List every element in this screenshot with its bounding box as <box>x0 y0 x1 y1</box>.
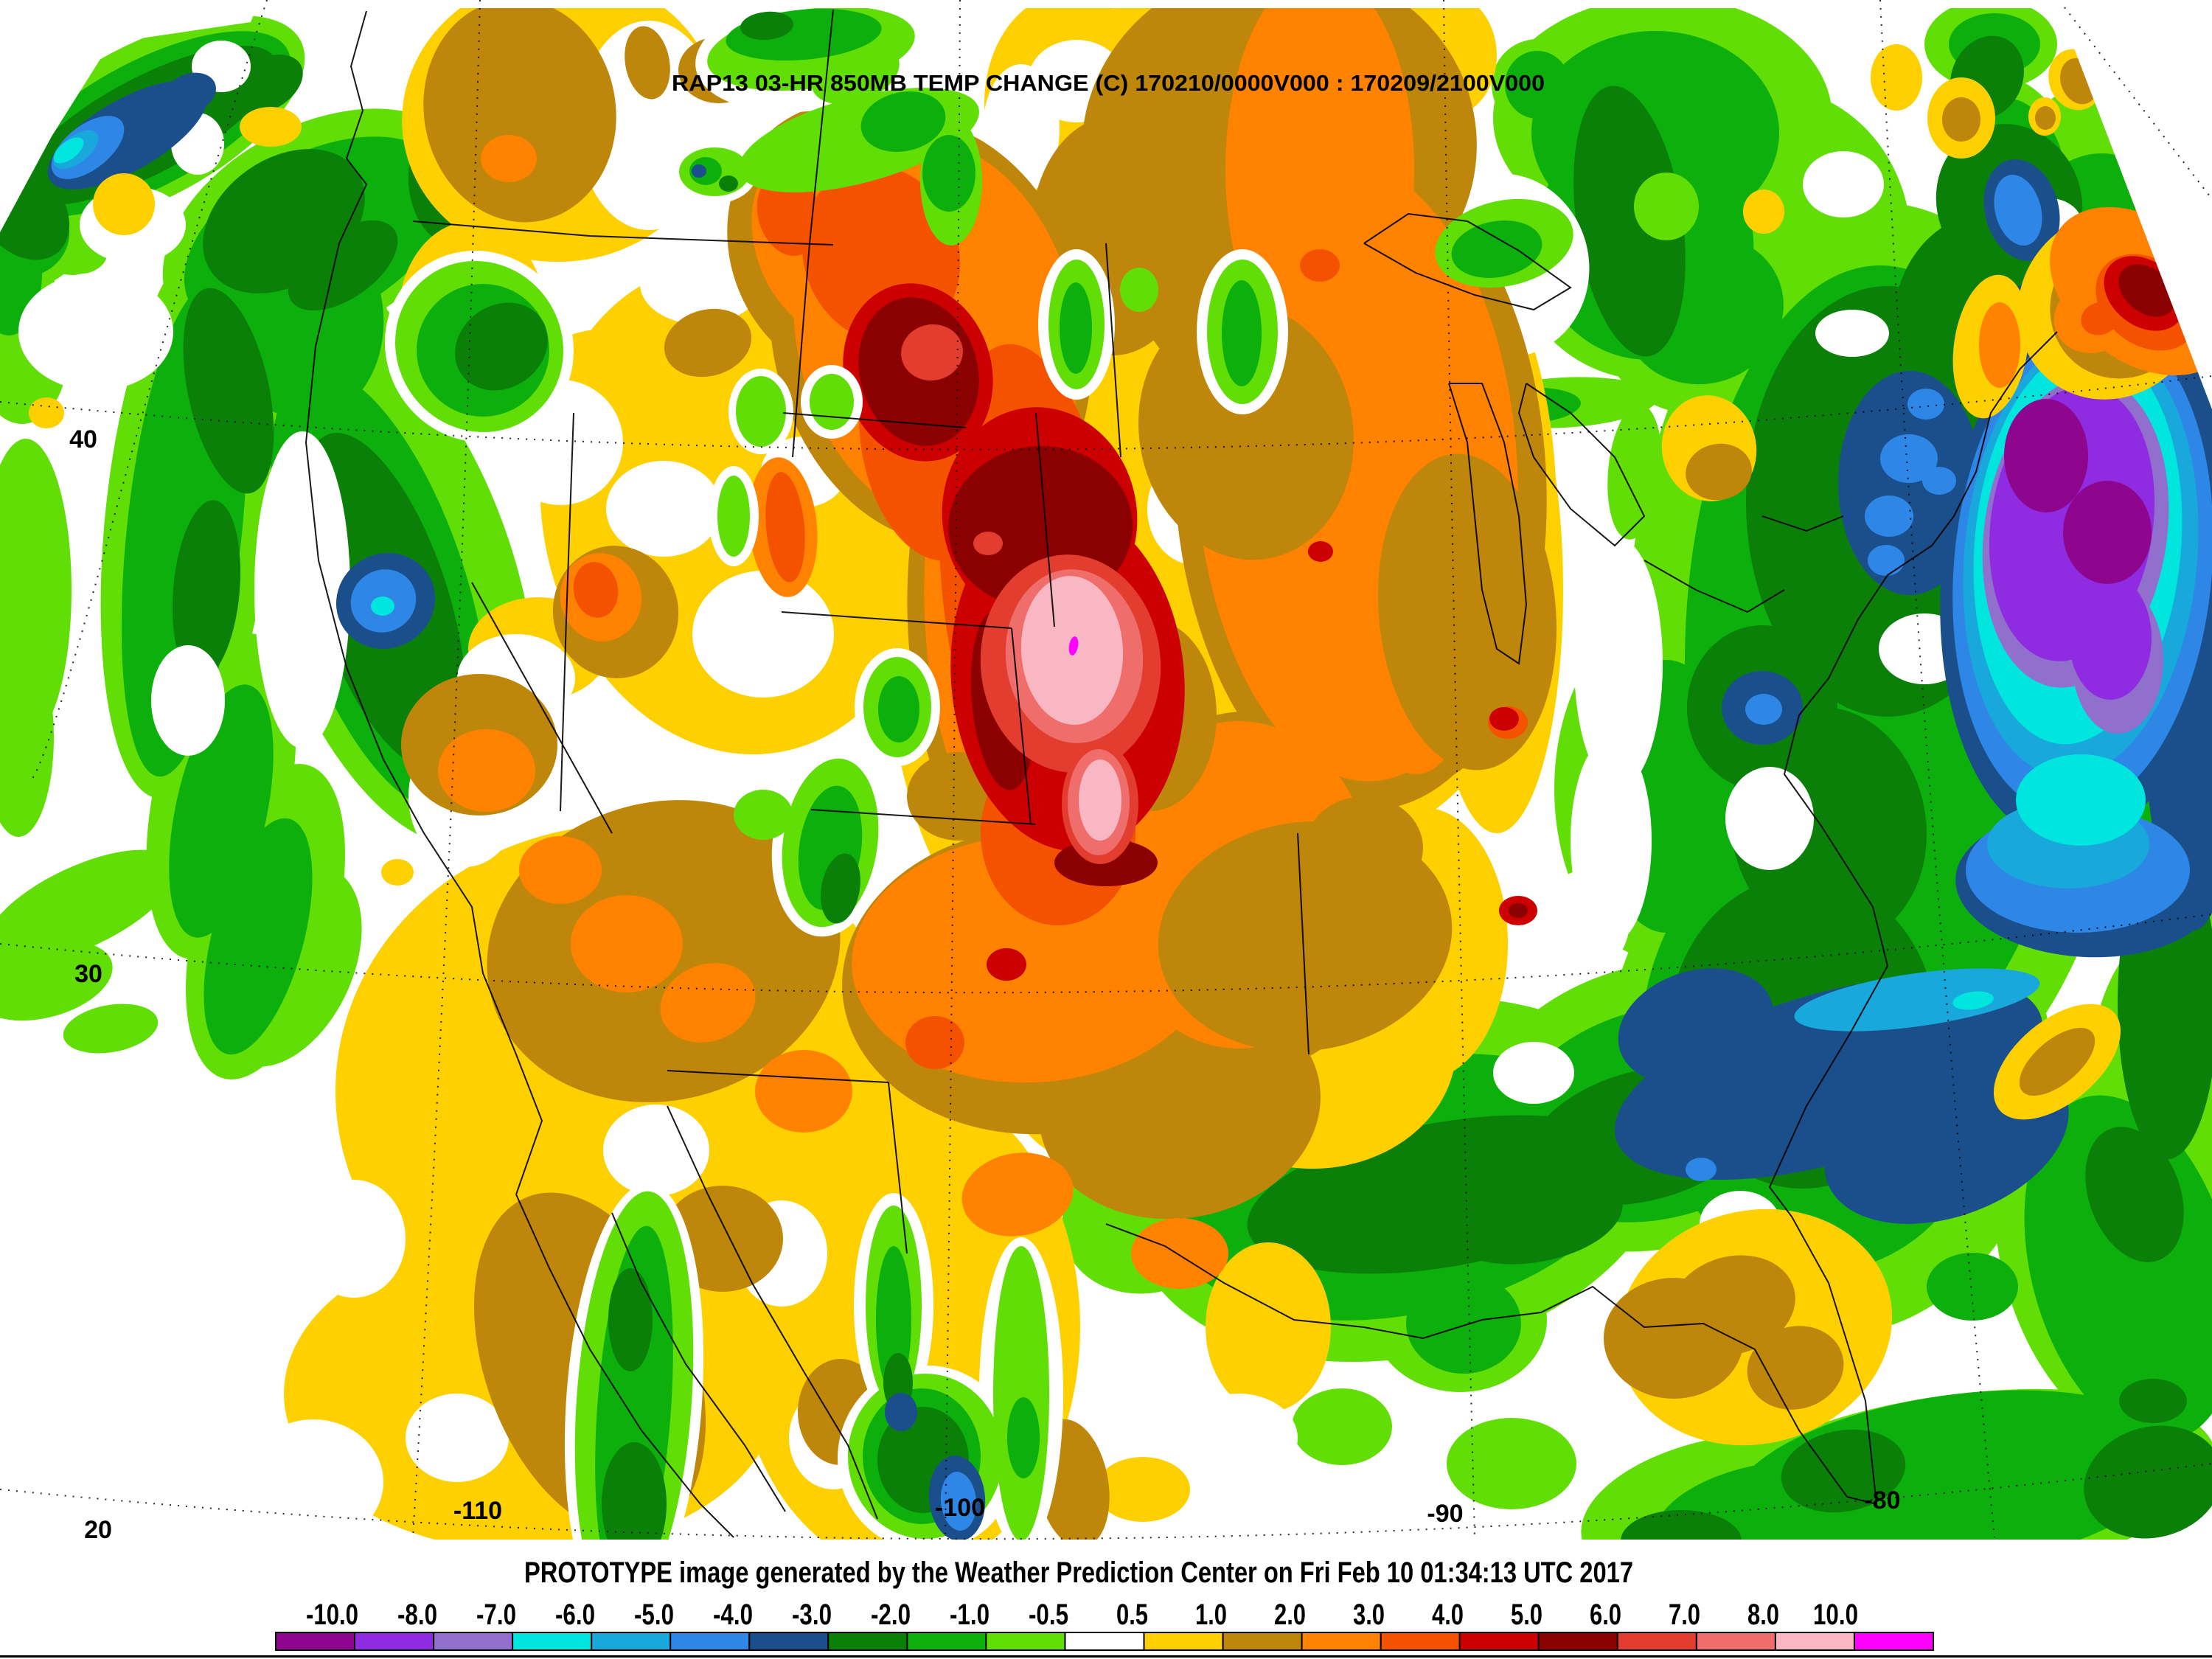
svg-text:-7.0: -7.0 <box>476 1599 516 1631</box>
svg-text:-90: -90 <box>1427 1500 1463 1528</box>
svg-text:RAP13 03-HR 850MB TEMP CHANGE: RAP13 03-HR 850MB TEMP CHANGE (C) 170210… <box>672 70 1545 96</box>
svg-text:20: 20 <box>84 1516 112 1544</box>
svg-text:-3.0: -3.0 <box>792 1599 832 1631</box>
svg-text:-110: -110 <box>453 1497 502 1525</box>
svg-text:7.0: 7.0 <box>1669 1599 1700 1631</box>
svg-text:4.0: 4.0 <box>1432 1599 1464 1631</box>
svg-text:-100: -100 <box>935 1494 985 1522</box>
svg-text:1.0: 1.0 <box>1195 1599 1227 1631</box>
svg-text:-4.0: -4.0 <box>713 1599 753 1631</box>
svg-text:2.0: 2.0 <box>1274 1599 1306 1631</box>
svg-text:-6.0: -6.0 <box>555 1599 595 1631</box>
svg-text:-10.0: -10.0 <box>306 1599 358 1631</box>
svg-text:30: 30 <box>74 960 102 988</box>
svg-text:-1.0: -1.0 <box>950 1599 990 1631</box>
svg-text:-0.5: -0.5 <box>1029 1599 1068 1631</box>
svg-text:8.0: 8.0 <box>1747 1599 1779 1631</box>
svg-text:5.0: 5.0 <box>1511 1599 1543 1631</box>
svg-text:-8.0: -8.0 <box>397 1599 437 1631</box>
svg-text:-80: -80 <box>1864 1486 1900 1514</box>
svg-text:6.0: 6.0 <box>1590 1599 1621 1631</box>
svg-text:-5.0: -5.0 <box>634 1599 674 1631</box>
svg-text:10.0: 10.0 <box>1813 1599 1858 1631</box>
svg-text:0.5: 0.5 <box>1116 1599 1148 1631</box>
svg-text:PROTOTYPE image generated by t: PROTOTYPE image generated by the Weather… <box>524 1557 1633 1589</box>
svg-text:40: 40 <box>69 425 97 453</box>
svg-text:-2.0: -2.0 <box>871 1599 911 1631</box>
svg-text:3.0: 3.0 <box>1353 1599 1385 1631</box>
